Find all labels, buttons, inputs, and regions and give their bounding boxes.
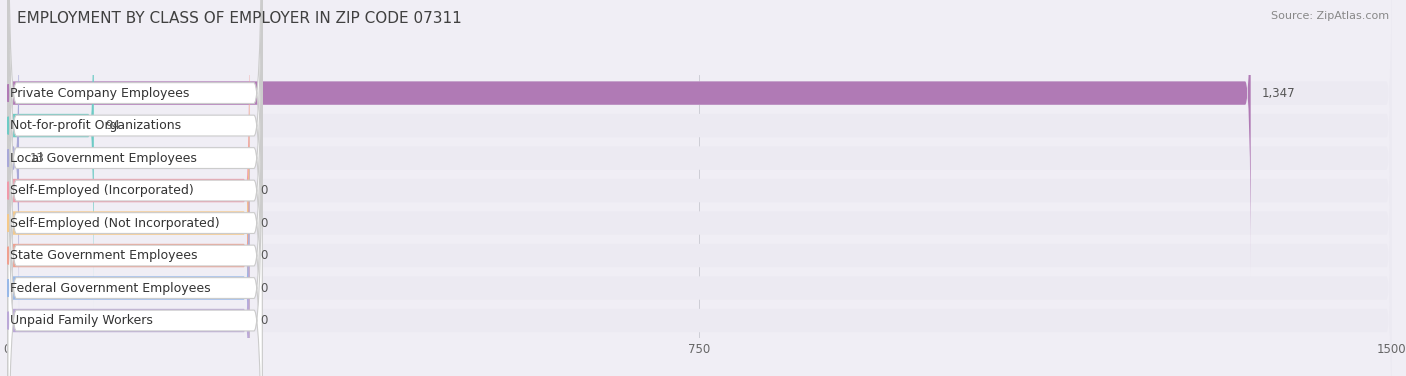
Text: 1,347: 1,347: [1261, 86, 1295, 100]
FancyBboxPatch shape: [7, 72, 249, 376]
FancyBboxPatch shape: [7, 72, 1392, 376]
FancyBboxPatch shape: [7, 0, 1392, 309]
Text: Source: ZipAtlas.com: Source: ZipAtlas.com: [1271, 11, 1389, 21]
Text: Self-Employed (Incorporated): Self-Employed (Incorporated): [10, 184, 194, 197]
FancyBboxPatch shape: [8, 38, 263, 376]
Text: Local Government Employees: Local Government Employees: [10, 152, 197, 165]
FancyBboxPatch shape: [7, 0, 20, 341]
Text: Private Company Employees: Private Company Employees: [10, 86, 190, 100]
Text: State Government Employees: State Government Employees: [10, 249, 198, 262]
FancyBboxPatch shape: [8, 0, 263, 376]
FancyBboxPatch shape: [7, 0, 1392, 276]
FancyBboxPatch shape: [7, 105, 249, 376]
FancyBboxPatch shape: [7, 40, 249, 376]
FancyBboxPatch shape: [7, 7, 1392, 374]
Text: Unpaid Family Workers: Unpaid Family Workers: [10, 314, 153, 327]
FancyBboxPatch shape: [8, 0, 263, 376]
Text: Self-Employed (Not Incorporated): Self-Employed (Not Incorporated): [10, 217, 219, 229]
Text: 0: 0: [260, 314, 269, 327]
Text: 0: 0: [260, 217, 269, 229]
FancyBboxPatch shape: [7, 137, 1392, 376]
FancyBboxPatch shape: [7, 0, 1392, 341]
Text: 94: 94: [105, 119, 120, 132]
FancyBboxPatch shape: [7, 105, 1392, 376]
Text: 13: 13: [30, 152, 45, 165]
FancyBboxPatch shape: [7, 40, 1392, 376]
FancyBboxPatch shape: [7, 7, 249, 374]
FancyBboxPatch shape: [8, 0, 263, 376]
Text: Not-for-profit Organizations: Not-for-profit Organizations: [10, 119, 181, 132]
FancyBboxPatch shape: [8, 6, 263, 376]
Text: Federal Government Employees: Federal Government Employees: [10, 282, 211, 294]
FancyBboxPatch shape: [8, 0, 263, 376]
FancyBboxPatch shape: [8, 0, 263, 376]
Text: 0: 0: [260, 249, 269, 262]
Text: 0: 0: [260, 184, 269, 197]
FancyBboxPatch shape: [8, 0, 263, 375]
FancyBboxPatch shape: [7, 0, 94, 309]
Text: 0: 0: [260, 282, 269, 294]
FancyBboxPatch shape: [7, 137, 249, 376]
FancyBboxPatch shape: [7, 0, 1251, 276]
Text: EMPLOYMENT BY CLASS OF EMPLOYER IN ZIP CODE 07311: EMPLOYMENT BY CLASS OF EMPLOYER IN ZIP C…: [17, 11, 461, 26]
